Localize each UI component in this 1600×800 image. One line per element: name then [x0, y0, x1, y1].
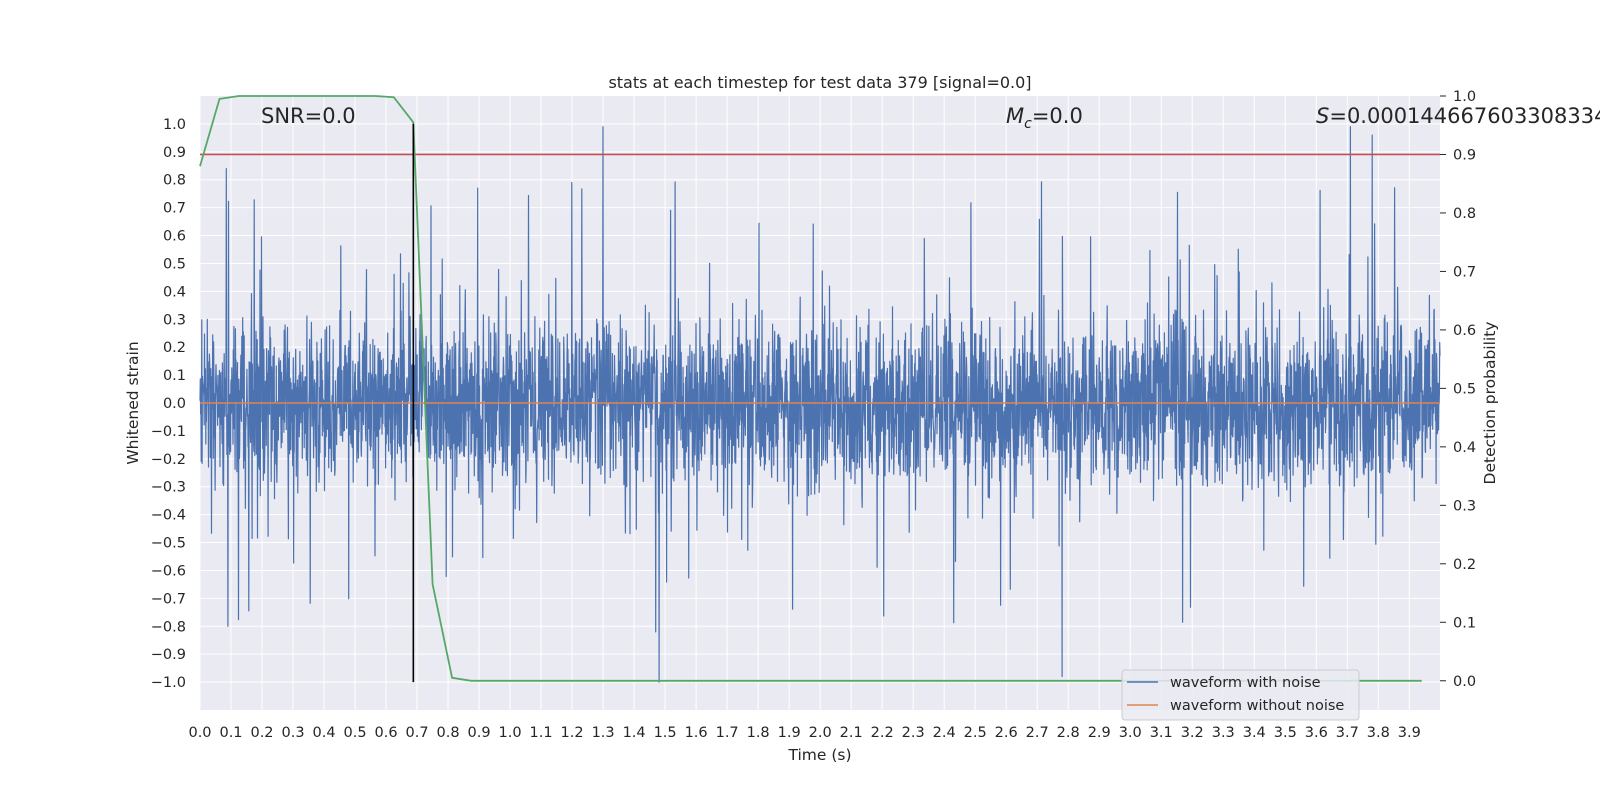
x-tick-label: 0.3 [281, 725, 304, 741]
y-tick-label: 0.7 [163, 201, 186, 217]
x-tick-label: 3.2 [1181, 725, 1204, 741]
legend: waveform with noise waveform without noi… [1121, 669, 1360, 721]
y-tick-label: −1.0 [151, 675, 186, 691]
chart-title: stats at each timestep for test data 379… [608, 73, 1031, 92]
y-right-tick-label: 0.4 [1453, 440, 1476, 456]
x-tick-label: 1.4 [623, 725, 646, 741]
x-tick-label: 1.1 [530, 725, 553, 741]
y-tick-label: −0.8 [151, 619, 186, 635]
x-tick-label: 2.5 [964, 725, 987, 741]
x-tick-label: 0.1 [219, 725, 242, 741]
y-tick-label: −0.9 [151, 647, 186, 663]
y-tick-label: −0.4 [151, 508, 186, 524]
x-tick-label: 0.5 [344, 725, 367, 741]
x-tick-label: 1.6 [685, 725, 708, 741]
y-tick-label: −0.1 [151, 424, 186, 440]
legend-label-noisy: waveform with noise [1170, 675, 1321, 691]
x-tick-label: 0.0 [188, 725, 211, 741]
x-tick-label: 2.4 [933, 725, 956, 741]
y-right-tick-label: 0.3 [1453, 498, 1476, 514]
x-tick-label: 2.0 [809, 725, 832, 741]
y-tick-label: −0.3 [151, 480, 186, 496]
y-tick-label: −0.2 [151, 452, 186, 468]
x-axis-label: Time (s) [787, 746, 851, 764]
y-tick-label: 0.6 [163, 229, 186, 245]
y-tick-label: 0.8 [163, 173, 186, 189]
y-right-tick-label: 0.9 [1453, 147, 1476, 163]
x-tick-label: 2.1 [840, 725, 863, 741]
x-tick-label: 3.1 [1150, 725, 1173, 741]
x-tick-label: 1.5 [654, 725, 677, 741]
y-axis-label-right: Detection probability [1481, 322, 1499, 485]
y-right-tick-label: 0.6 [1453, 323, 1476, 339]
x-tick-label: 3.7 [1336, 725, 1359, 741]
x-tick-label: 3.3 [1212, 725, 1235, 741]
y-tick-label: −0.5 [151, 536, 186, 552]
y-ticks: −1.0 −0.9 −0.8 −0.7 −0.6 −0.5 −0.4 −0.3 −0.2 −0.1… [151, 117, 186, 691]
x-tick-label: 1.3 [592, 725, 615, 741]
x-tick-label: 3.5 [1274, 725, 1297, 741]
y-right-tick-label: 1.0 [1453, 89, 1476, 105]
waveform-with-noise-line [199, 126, 1441, 683]
y-right-tick-label: 0.0 [1453, 674, 1476, 690]
x-tick-label: 0.8 [437, 725, 460, 741]
y-right-tick-label: 0.2 [1453, 557, 1476, 573]
y-tick-label: 0.3 [163, 312, 186, 328]
x-tick-label: 2.8 [1057, 725, 1080, 741]
s-annotation: S=0.00014466760330833432 [1316, 104, 1600, 128]
y-tick-label: −0.6 [151, 563, 186, 579]
x-tick-label: 3.6 [1305, 725, 1328, 741]
x-tick-label: 1.2 [561, 725, 584, 741]
x-tick-label: 0.4 [312, 725, 335, 741]
x-tick-label: 3.4 [1243, 725, 1266, 741]
x-tick-label: 1.7 [716, 725, 739, 741]
y-right-tick-label: 0.8 [1453, 206, 1476, 222]
x-tick-label: 3.9 [1398, 725, 1421, 741]
chirp-mass-annotation: Mc=0.0 [1006, 104, 1083, 132]
x-tick-label: 2.3 [902, 725, 925, 741]
x-tick-label: 3.8 [1367, 725, 1390, 741]
x-tick-label: 1.8 [747, 725, 770, 741]
x-tick-label: 2.2 [871, 725, 894, 741]
y-tick-label: 0.9 [163, 145, 186, 161]
x-tick-label: 0.7 [406, 725, 429, 741]
legend-box [1121, 669, 1360, 721]
y-tick-label: 0.4 [163, 284, 186, 300]
y-tick-label: −0.7 [151, 591, 186, 607]
y-tick-label: 1.0 [163, 117, 186, 133]
y-tick-label: 0.0 [163, 396, 186, 412]
x-tick-label: 1.0 [499, 725, 522, 741]
x-tick-label: 0.9 [468, 725, 491, 741]
legend-label-clean: waveform without noise [1170, 698, 1344, 714]
y-tick-label: 0.2 [163, 340, 186, 356]
y-right-tick-label: 0.5 [1453, 381, 1476, 397]
x-tick-label: 2.9 [1088, 725, 1111, 741]
x-tick-label: 1.9 [778, 725, 801, 741]
y-right-tick-label: 0.1 [1453, 615, 1476, 631]
snr-annotation: SNR=0.0 [261, 104, 356, 128]
y-tick-label: 0.1 [163, 368, 186, 384]
y-right-tick-label: 0.7 [1453, 264, 1476, 280]
waveform-with-noise-series [199, 126, 1441, 683]
x-ticks: 0.0 0.1 0.2 0.3 0.4 0.5 0.6 0.7 0.8 0.9 1.0 1.1 1.2 1… [188, 725, 1420, 741]
x-tick-label: 0.6 [375, 725, 398, 741]
y-axis-label: Whitened strain [124, 341, 142, 464]
x-tick-label: 3.0 [1119, 725, 1142, 741]
y-tick-label: 0.5 [163, 256, 186, 272]
detection-probability-line [199, 95, 1422, 682]
y-ticks-right: 0.0 0.1 0.2 0.3 0.4 0.5 0.6 0.7 0.8 0.9 1.0 [1440, 89, 1476, 690]
x-tick-label: 0.2 [250, 725, 273, 741]
x-tick-label: 2.7 [1026, 725, 1049, 741]
overlay-lines [199, 95, 1440, 683]
x-tick-label: 2.6 [995, 725, 1018, 741]
